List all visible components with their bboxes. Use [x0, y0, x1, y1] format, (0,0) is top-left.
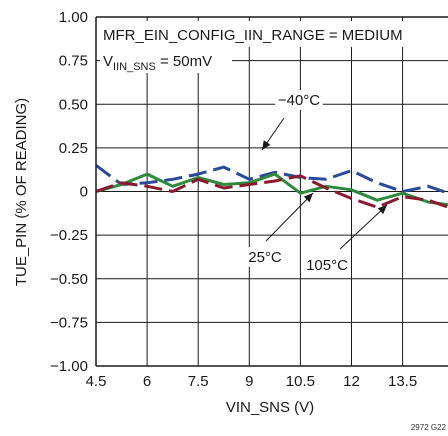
y-tick-label: −1.00: [50, 358, 88, 375]
annotation-arrowhead-2: [377, 205, 387, 215]
annotation-layer: −40°C 25°C 105°C: [245, 90, 388, 275]
condition-line-2-subscript: IIN_SNS: [113, 61, 156, 73]
figure-id: 2972 G22: [411, 423, 447, 432]
annotation-bg-0: [275, 90, 323, 110]
annotation-arrowhead-0: [262, 140, 271, 150]
series-line-0: [96, 164, 448, 195]
y-tick-label: 1.00: [59, 9, 88, 26]
y-tick-label: 0.25: [59, 140, 88, 157]
series-line-2: [96, 174, 448, 209]
y-tick-label: 0.50: [59, 96, 88, 113]
y-tick-label: −0.25: [50, 227, 88, 244]
x-tick-label: 13.5: [388, 373, 417, 390]
annotation-bg-1: [245, 247, 285, 267]
y-tick-label: 0: [80, 184, 88, 201]
tick-labels: 1.00 0.75 0.50 0.25 0 −0.25 −0.50 −0.75 −1.004.5…: [50, 9, 417, 390]
condition-line-2-main: V: [103, 53, 113, 70]
condition-line-2-rest: = 50mV: [156, 53, 212, 70]
series-line-1: [96, 172, 448, 207]
y-tick-label: −0.75: [50, 314, 88, 331]
plot-frame: [95, 16, 448, 367]
x-tick-label: 9: [245, 373, 253, 390]
y-tick-label: 0.75: [59, 53, 88, 70]
condition-line-2: VIIN_SNS = 50mV: [103, 53, 212, 73]
x-tick-label: 12: [343, 373, 360, 390]
condition-line-1: MFR_EIN_CONFIG_IIN_RANGE = MEDIUM: [103, 27, 403, 44]
annotation-arrow-line-1: [265, 192, 314, 242]
grid: [96, 17, 448, 366]
y-axis-title: TUE_PIN (% OF READING): [13, 98, 30, 286]
x-tick-label: 4.5: [86, 373, 107, 390]
annotation-label-2: 105°C: [306, 257, 348, 274]
annotation-label-0: −40°C: [278, 92, 320, 109]
y-tick-label: −0.50: [50, 271, 88, 288]
annotation-bg-2: [303, 255, 351, 275]
condition-box-1: [100, 21, 418, 47]
annotation-label-1: 25°C: [248, 249, 282, 266]
annotation-arrowhead-1: [303, 193, 313, 203]
series-layer: [96, 164, 448, 209]
condition-box-2: [100, 47, 232, 73]
x-axis-title: VIN_SNS (V): [226, 399, 314, 416]
x-tick-label: 6: [143, 373, 151, 390]
annotation-arrow-line-2: [339, 204, 388, 250]
x-tick-label: 10.5: [286, 373, 315, 390]
x-tick-label: 7.5: [188, 373, 209, 390]
